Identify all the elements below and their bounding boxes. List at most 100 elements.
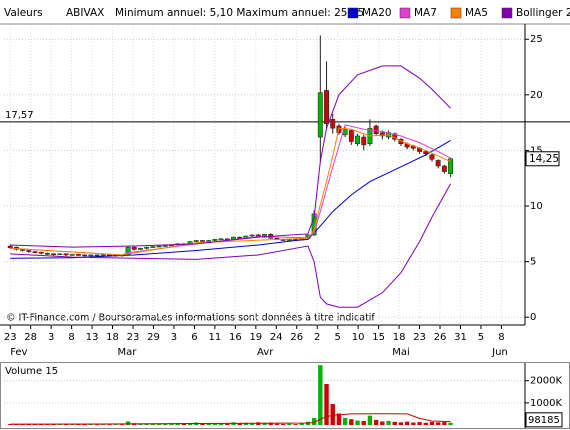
candle-body bbox=[448, 158, 454, 175]
volume-bar bbox=[404, 421, 410, 425]
x-tick-label: 18 bbox=[106, 332, 119, 343]
candle-body bbox=[144, 246, 150, 249]
volume-bar bbox=[429, 421, 435, 425]
x-tick-label: 18 bbox=[393, 332, 406, 343]
candle-body bbox=[75, 254, 81, 256]
volume-bar bbox=[448, 422, 453, 425]
volume-bar bbox=[20, 424, 25, 425]
x-tick-label: 23 bbox=[127, 332, 140, 343]
volume-bar bbox=[386, 421, 391, 425]
annotation: © IT-Finance.com / BoursoramaLes informa… bbox=[6, 313, 375, 324]
x-tick-label: 13 bbox=[86, 332, 99, 343]
volume-bar bbox=[367, 415, 373, 425]
volume-bar bbox=[442, 422, 447, 425]
header: Valeurs ABIVAX Minimum annuel: 5,10 Maxi… bbox=[4, 7, 364, 19]
volume-bar bbox=[206, 423, 211, 425]
volume-bar bbox=[392, 421, 397, 425]
y-tick-label: 25 bbox=[530, 34, 543, 45]
candle-body bbox=[26, 250, 32, 252]
volume-bar bbox=[144, 423, 149, 425]
x-tick-label: 2 bbox=[314, 332, 320, 343]
volume-bar bbox=[218, 423, 224, 425]
volume-bar bbox=[63, 424, 69, 425]
candle-body bbox=[423, 151, 429, 155]
y-tick-label: 2000K bbox=[530, 376, 562, 387]
x-tick-label: 10 bbox=[352, 332, 365, 343]
volume-bar bbox=[57, 424, 63, 425]
volume-bar bbox=[125, 421, 131, 425]
legend-label: Bollinger 20 bbox=[516, 7, 570, 19]
candle-body bbox=[441, 165, 447, 172]
volume-bar bbox=[349, 419, 354, 425]
candle-body bbox=[32, 251, 38, 253]
header-label: Valeurs bbox=[4, 7, 43, 19]
volume-bar bbox=[175, 423, 180, 425]
reference-label: 17,57 bbox=[5, 110, 34, 121]
moving-average bbox=[10, 139, 451, 259]
last-volume-label: 98185 bbox=[528, 415, 560, 426]
candle-body bbox=[82, 254, 88, 257]
x-tick-label: 19 bbox=[249, 332, 262, 343]
x-tick-label: 26 bbox=[290, 332, 303, 343]
volume-bar bbox=[156, 424, 162, 425]
volume-bar bbox=[274, 423, 280, 425]
candle-body bbox=[435, 160, 441, 167]
candle-body bbox=[348, 130, 354, 142]
volume-bar bbox=[299, 423, 304, 425]
volume-bar bbox=[39, 424, 44, 425]
candle-body bbox=[361, 136, 367, 146]
candle-body bbox=[38, 251, 44, 254]
candle-body bbox=[212, 239, 218, 241]
volume-bar bbox=[181, 423, 187, 425]
month-label: Fev bbox=[10, 347, 27, 358]
volume-bar bbox=[330, 403, 335, 425]
volume-bar bbox=[32, 424, 38, 425]
candle-body bbox=[150, 246, 156, 248]
volume-bar bbox=[51, 424, 56, 425]
x-tick-label: 11 bbox=[209, 332, 222, 343]
volume-bar bbox=[361, 421, 366, 425]
x-tick-label: 8 bbox=[498, 332, 504, 343]
volume-bar bbox=[423, 422, 428, 425]
candle-body bbox=[44, 253, 50, 255]
x-tick-label: 23 bbox=[413, 332, 426, 343]
volume-bar bbox=[150, 423, 156, 425]
volume-bar bbox=[243, 422, 249, 425]
legend-swatch bbox=[501, 7, 513, 19]
candle-body bbox=[162, 245, 168, 247]
candle-body bbox=[379, 132, 385, 137]
volume-bar bbox=[287, 423, 292, 425]
x-tick-label: 5 bbox=[478, 332, 484, 343]
volume-bar bbox=[311, 417, 317, 425]
volume-bar bbox=[119, 424, 125, 425]
volume-bar bbox=[280, 423, 286, 425]
volume-bar bbox=[8, 424, 13, 425]
x-tick-label: 3 bbox=[48, 332, 54, 343]
legend-label: MA7 bbox=[414, 7, 437, 19]
last-price-box bbox=[525, 151, 560, 167]
legend-label: MA5 bbox=[465, 7, 488, 19]
x-tick-label: 29 bbox=[147, 332, 160, 343]
month-label: Mai bbox=[392, 347, 410, 358]
candle-body bbox=[94, 254, 100, 257]
candle-body bbox=[355, 135, 360, 145]
candle-body bbox=[69, 254, 75, 256]
volume-bar bbox=[318, 365, 323, 425]
legend-swatch bbox=[347, 7, 359, 19]
candle-body bbox=[324, 90, 329, 124]
last-price-label: 14,25 bbox=[529, 153, 559, 165]
y-tick-label: 0 bbox=[530, 312, 536, 323]
volume-bar bbox=[163, 423, 168, 425]
volume-bar bbox=[262, 422, 267, 425]
volume-bar bbox=[88, 424, 94, 425]
x-tick-label: 6 bbox=[191, 332, 197, 343]
candle-body bbox=[57, 253, 63, 256]
x-tick-label: 15 bbox=[372, 332, 385, 343]
volume-bar bbox=[113, 424, 118, 425]
candle-body bbox=[330, 119, 336, 129]
volume-bar bbox=[336, 413, 342, 425]
x-tick-label: 16 bbox=[229, 332, 242, 343]
y-tick-label: 20 bbox=[530, 90, 543, 101]
volume-bar bbox=[398, 422, 404, 425]
